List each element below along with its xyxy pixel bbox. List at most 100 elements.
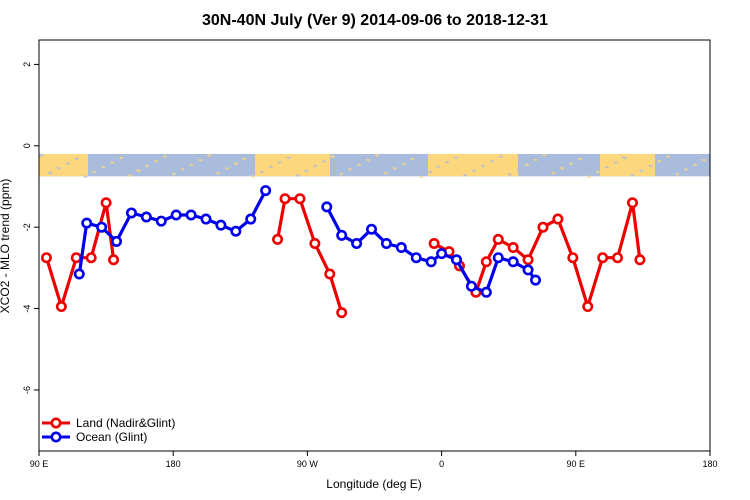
series-line-0-2 — [433, 201, 642, 309]
legend-marker-ocean — [50, 431, 62, 443]
data-point — [55, 301, 67, 313]
data-point — [507, 242, 519, 254]
data-point — [230, 225, 242, 237]
data-point — [111, 235, 123, 247]
strip-texture — [693, 164, 697, 167]
data-point — [480, 286, 492, 298]
strip-texture — [181, 168, 185, 171]
data-point — [96, 221, 108, 233]
data-point — [626, 197, 638, 209]
data-point — [336, 307, 348, 319]
strip-texture — [314, 165, 318, 168]
strip-texture — [102, 166, 106, 169]
strip-texture — [305, 169, 309, 172]
strip-ocean — [39, 153, 710, 177]
y-tick-label: -2 — [22, 223, 32, 231]
strip-land-0 — [39, 153, 88, 177]
strip-texture — [472, 169, 476, 172]
y-axis-label: XCO2 - MLO trend (ppm) — [0, 179, 12, 314]
data-point — [410, 252, 422, 264]
plot-frame — [38, 39, 711, 452]
strip-texture — [446, 161, 450, 164]
strip-texture — [490, 160, 494, 163]
strip-texture — [508, 173, 512, 176]
legend-label-land: Land (Nadir&Glint) — [76, 416, 175, 430]
strip-texture — [323, 160, 327, 163]
strip-texture — [349, 168, 353, 171]
strip-texture — [243, 157, 247, 160]
strip-texture — [402, 162, 406, 165]
x-tick-label: 90 W — [297, 459, 319, 469]
strip-texture — [649, 165, 653, 168]
strip-texture — [420, 175, 424, 178]
y-tick-label: 2 — [22, 62, 32, 67]
strip-texture — [163, 155, 167, 158]
strip-texture — [455, 156, 459, 159]
data-point — [279, 193, 291, 205]
data-point — [73, 268, 85, 280]
data-point — [260, 185, 272, 197]
strip-texture — [120, 157, 124, 160]
strip-texture — [561, 167, 565, 170]
x-tick-label: 90 E — [30, 459, 49, 469]
strip-texture — [251, 175, 255, 178]
strip-texture — [66, 162, 70, 165]
strip-texture — [145, 164, 149, 167]
y-tick-label: -4 — [22, 305, 32, 313]
series-line-1-1 — [325, 206, 537, 294]
series-line-0-1 — [276, 197, 344, 314]
strip-texture — [526, 164, 530, 167]
strip-texture — [578, 158, 582, 161]
strip-texture — [685, 168, 689, 171]
strip-texture — [93, 171, 97, 174]
strip-texture — [614, 161, 618, 164]
strip-texture — [543, 154, 547, 157]
strip-texture — [464, 174, 468, 177]
data-point — [125, 207, 137, 219]
data-point — [324, 268, 336, 280]
data-point — [567, 252, 579, 264]
strip-texture — [667, 155, 671, 158]
strip-texture — [366, 159, 370, 162]
strip-texture — [190, 164, 194, 167]
strip-texture — [172, 173, 176, 176]
strip-texture — [296, 174, 300, 177]
data-point — [522, 264, 534, 276]
strip-texture — [411, 158, 415, 161]
data-point — [530, 274, 542, 286]
strip-texture — [631, 174, 635, 177]
data-point — [582, 301, 594, 313]
strip-texture — [534, 159, 538, 162]
data-point — [200, 213, 212, 225]
strip-texture — [658, 160, 662, 163]
data-point — [522, 254, 534, 266]
x-axis-label: Longitude (deg E) — [326, 477, 421, 491]
data-point — [272, 233, 284, 245]
data-point — [428, 237, 440, 249]
y-tick-label: 0 — [22, 143, 32, 148]
strip-texture — [75, 158, 79, 161]
strip-texture — [287, 156, 291, 159]
data-point — [597, 252, 609, 264]
data-point — [70, 252, 82, 264]
data-point — [436, 248, 448, 260]
strip-texture — [84, 175, 88, 178]
strip-texture — [199, 159, 203, 162]
strip-texture — [260, 170, 264, 173]
data-point — [552, 213, 564, 225]
strip-texture — [596, 171, 600, 174]
strip-texture — [393, 167, 397, 170]
data-point — [380, 237, 392, 249]
strip-texture — [226, 167, 230, 170]
data-point — [108, 254, 120, 266]
data-point — [81, 217, 93, 229]
strip-texture — [217, 172, 221, 175]
legend-marker-land — [50, 417, 62, 429]
strip-texture — [40, 154, 44, 157]
strip-texture — [437, 166, 441, 169]
y-tick-label: -6 — [22, 386, 32, 394]
strip-texture — [623, 157, 627, 160]
strip-texture — [605, 166, 609, 169]
plot-border — [38, 39, 711, 452]
land-ocean-strip — [39, 153, 710, 178]
